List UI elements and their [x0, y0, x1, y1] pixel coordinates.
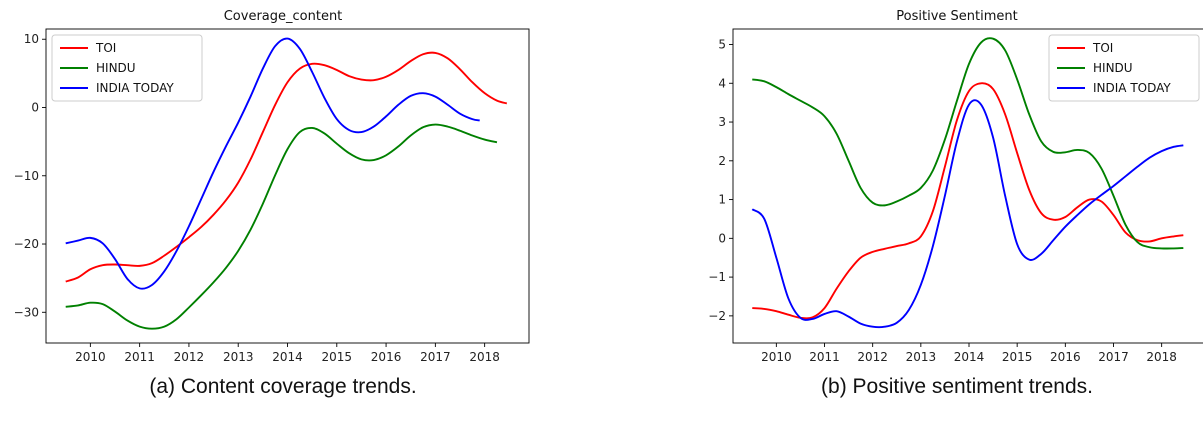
x-tick-label: 2018	[469, 350, 500, 364]
legend-box	[1048, 34, 1200, 102]
y-tick-label: −2	[708, 309, 726, 323]
legend-box	[51, 34, 203, 102]
chart-caption: (b) Positive sentiment trends.	[821, 375, 1093, 398]
x-tick-label: 2015	[322, 350, 353, 364]
x-tick-label: 2014	[954, 350, 985, 364]
series-line-india-today	[751, 99, 1184, 329]
chart-coverage-content: Coverage_content (a) Content coverage tr…	[14, 9, 530, 398]
y-tick-label: 2	[718, 154, 726, 168]
legend-label: HINDU	[96, 61, 136, 75]
y-tick-label: 3	[718, 115, 726, 129]
series-line-india-today	[65, 37, 480, 290]
chart-positive-sentiment: Positive Sentiment (b) Positive sentimen…	[708, 9, 1203, 398]
legend-label: INDIA TODAY	[1093, 81, 1171, 95]
legend-label: HINDU	[1093, 61, 1133, 75]
x-tick-label: 2014	[272, 350, 303, 364]
chart-caption: (a) Content coverage trends.	[149, 375, 416, 398]
x-tick-label: 2018	[1146, 350, 1177, 364]
legend: TOI HINDU INDIA TODAY	[51, 34, 203, 102]
y-tick-label: 5	[718, 38, 726, 52]
x-tick-label: 2017	[420, 350, 451, 364]
x-tick-label: 2010	[75, 350, 106, 364]
series-line-toi	[752, 82, 1184, 320]
y-tick-label: −10	[14, 169, 39, 183]
y-tick-label: 0	[718, 231, 726, 245]
y-tick-label: 10	[24, 32, 39, 46]
y-tick-label: −20	[14, 237, 39, 251]
x-tick-label: 2011	[809, 350, 840, 364]
x-tick-label: 2011	[124, 350, 155, 364]
x-tick-label: 2010	[761, 350, 792, 364]
series-line-hindu	[752, 37, 1184, 250]
legend: TOI HINDU INDIA TODAY	[1048, 34, 1200, 102]
x-tick-label: 2015	[1002, 350, 1033, 364]
legend-label: TOI	[1092, 41, 1113, 55]
legend-label: TOI	[95, 41, 116, 55]
x-tick-label: 2017	[1098, 350, 1129, 364]
chart-title: Coverage_content	[224, 9, 343, 24]
y-tick-label: 1	[718, 193, 726, 207]
x-tick-label: 2013	[906, 350, 937, 364]
series-line-hindu	[65, 123, 498, 330]
x-tick-label: 2012	[174, 350, 205, 364]
y-tick-label: −30	[14, 305, 39, 319]
y-tick-label: −1	[708, 270, 726, 284]
series-line-toi	[65, 51, 508, 283]
x-tick-label: 2013	[223, 350, 254, 364]
y-tick-label: 0	[31, 101, 39, 115]
x-tick-label: 2012	[857, 350, 888, 364]
x-tick-label: 2016	[1050, 350, 1081, 364]
legend-label: INDIA TODAY	[96, 81, 174, 95]
y-tick-label: 4	[718, 76, 726, 90]
x-tick-label: 2016	[371, 350, 402, 364]
chart-title: Positive Sentiment	[896, 9, 1017, 24]
